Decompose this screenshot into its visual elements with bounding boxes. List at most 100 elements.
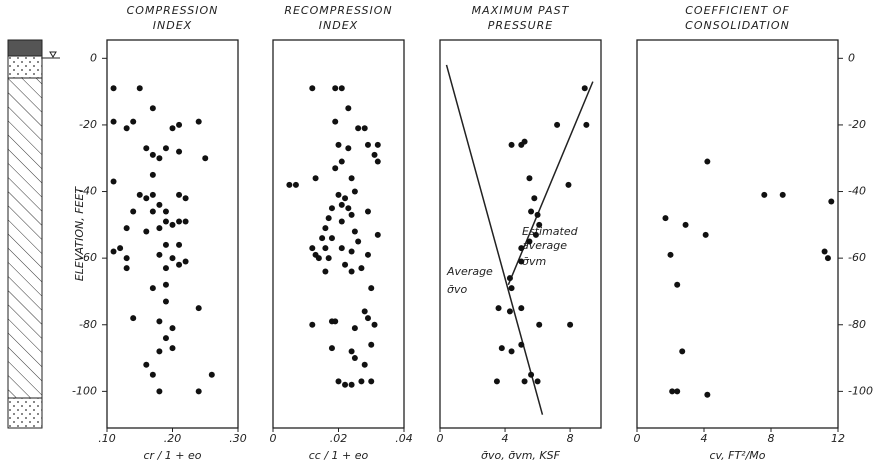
data-point (123, 255, 130, 262)
data-point (565, 181, 572, 188)
x-tick-label: .10 (98, 432, 116, 445)
data-point (554, 121, 561, 128)
annotation: σ̄vo (447, 283, 467, 296)
data-point (195, 388, 202, 395)
data-point (332, 318, 339, 325)
data-point (779, 191, 786, 198)
panel-title: PRESSURE (488, 19, 553, 32)
data-point (583, 121, 590, 128)
data-point (182, 218, 189, 225)
plot-frame (272, 39, 405, 429)
data-point (162, 241, 169, 248)
data-point (319, 235, 326, 242)
data-point (342, 195, 349, 202)
data-point (521, 378, 528, 385)
data-point (162, 145, 169, 152)
data-point (143, 361, 150, 368)
x-tick-label: 4 (701, 432, 708, 445)
data-point (361, 361, 368, 368)
data-point (518, 341, 525, 348)
data-point (704, 391, 711, 398)
data-point (702, 231, 709, 238)
data-point (325, 255, 332, 262)
data-point (149, 191, 156, 198)
data-point (536, 221, 543, 228)
data-point (149, 105, 156, 112)
data-point (495, 305, 502, 312)
data-point (162, 208, 169, 215)
annotation: average (522, 239, 567, 252)
annotation: σ̄vm (522, 255, 546, 268)
data-point (117, 245, 124, 252)
data-point (309, 321, 316, 328)
data-point (371, 151, 378, 158)
data-point (371, 321, 378, 328)
data-point (508, 285, 515, 292)
y-tick-label: -80 (79, 318, 97, 331)
data-point (351, 325, 358, 332)
data-point (508, 348, 515, 355)
data-point (162, 298, 169, 305)
data-point (208, 371, 215, 378)
data-point (581, 85, 588, 92)
data-point (143, 195, 150, 202)
data-point (821, 248, 828, 255)
soil-column (7, 39, 60, 429)
trend-line (507, 81, 594, 286)
annotation: Average (446, 265, 493, 278)
data-point (368, 341, 375, 348)
data-point (169, 345, 176, 352)
data-point (156, 251, 163, 258)
data-point (156, 155, 163, 162)
data-point (156, 201, 163, 208)
data-point (531, 195, 538, 202)
x-tick-label: 8 (567, 432, 574, 445)
data-point (176, 218, 183, 225)
x-tick-label: 0 (270, 432, 277, 445)
data-point (110, 118, 117, 125)
x-tick-label: .02 (330, 432, 348, 445)
data-point (662, 215, 669, 222)
plot-frame (106, 39, 239, 429)
data-point (335, 191, 342, 198)
data-point (149, 371, 156, 378)
data-point (335, 378, 342, 385)
data-point (355, 125, 362, 132)
x-axis-label: cv, FT²/Mo (709, 449, 765, 462)
y-tick-label: -40 (79, 185, 97, 198)
data-point (169, 221, 176, 228)
data-point (292, 181, 299, 188)
data-point (348, 381, 355, 388)
x-axis-label: cr / 1 + eo (144, 449, 202, 462)
data-point (176, 191, 183, 198)
data-point (704, 158, 711, 165)
panel-title: MAXIMUM PAST (472, 4, 570, 17)
data-point (824, 255, 831, 262)
data-point (374, 141, 381, 148)
data-point (195, 118, 202, 125)
x-axis-label: cc / 1 + eo (309, 449, 369, 462)
data-point (534, 378, 541, 385)
data-point (526, 175, 533, 182)
data-point (506, 308, 513, 315)
data-point (176, 121, 183, 128)
data-point (176, 241, 183, 248)
data-point (682, 221, 689, 228)
panel-title: RECOMPRESSION (284, 4, 392, 17)
data-point (322, 225, 329, 232)
x-tick-label: .04 (395, 432, 413, 445)
data-point (136, 85, 143, 92)
x-tick-label: .30 (229, 432, 247, 445)
data-point (374, 231, 381, 238)
data-point (351, 188, 358, 195)
data-point (315, 255, 322, 262)
data-point (143, 145, 150, 152)
data-point (761, 191, 768, 198)
data-point (342, 261, 349, 268)
data-point (123, 225, 130, 232)
data-point (325, 215, 332, 222)
data-point (130, 118, 137, 125)
x-tick-label: 0 (634, 432, 641, 445)
data-point (518, 245, 525, 252)
data-point (195, 305, 202, 312)
